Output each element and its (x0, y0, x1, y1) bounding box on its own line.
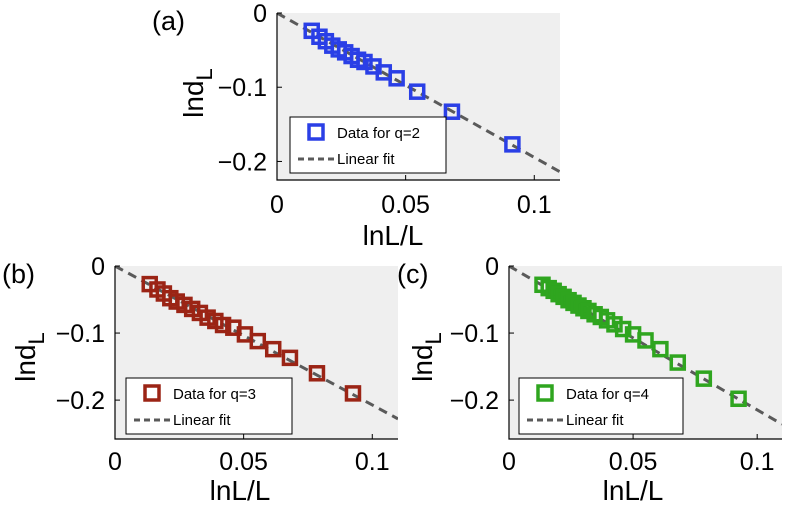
data-point (695, 370, 713, 387)
data-point (730, 390, 747, 408)
chart-panel-2: 0 0.05 0.1 0 −0.1 −0.2 (b) lnL/L lndL Data for q=… (2, 253, 398, 506)
data-point (308, 365, 326, 382)
chart-panel-3: 0 0.05 0.1 0 −0.1 −0.2 (c) lnL/L lndL Data for q=… (397, 253, 782, 506)
data-point (652, 340, 669, 358)
panel-label: (b) (2, 259, 35, 289)
y-axis-title-main: lnd (407, 344, 438, 381)
plot-content (277, 13, 560, 174)
x-tick-label: 0 (108, 448, 122, 476)
data-point (249, 332, 267, 350)
data-point (408, 83, 426, 100)
chart-panel-1: 0 0.05 0.1 0 −0.1 −0.2 (a) lnL/L lndL Data for q=… (152, 0, 560, 251)
data-point (504, 136, 521, 153)
legend-label: Linear fit (566, 412, 624, 429)
x-tick-label: 0.05 (219, 448, 268, 476)
y-tick-label: −0.2 (56, 387, 105, 415)
plot-content (115, 266, 398, 421)
data-point (388, 70, 405, 87)
legend: Data for q=4 Linear fit (518, 377, 684, 435)
data-point (264, 340, 282, 358)
legend: Data for q=3 Linear fit (125, 377, 293, 435)
legend-label: Data for q=3 (173, 386, 256, 403)
data-point (606, 316, 623, 333)
data-point (669, 354, 687, 371)
y-tick-label: −0.2 (450, 387, 499, 415)
y-axis-title-subscript: L (192, 68, 217, 80)
x-tick-label: 0.1 (517, 191, 552, 219)
plot-content (509, 266, 782, 426)
legend-marker (143, 384, 161, 402)
y-tick-label: 0 (253, 0, 267, 28)
y-axis-title-subscript: L (421, 332, 446, 344)
x-axis-title: lnL/L (603, 475, 664, 506)
legend-label: Linear fit (173, 412, 231, 429)
data-point (214, 316, 232, 334)
legend-marker (307, 123, 325, 141)
x-tick-label: 0.1 (740, 448, 775, 476)
y-axis-title: lndL (178, 68, 217, 118)
panel-label: (c) (397, 259, 428, 289)
x-tick-label: 0 (270, 191, 284, 219)
data-point (637, 332, 654, 349)
y-axis-title-main: lnd (10, 344, 41, 381)
y-tick-label: 0 (485, 253, 499, 281)
legend-label: Linear fit (337, 151, 395, 168)
x-tick-label: 0.05 (609, 448, 658, 476)
x-tick-label: 0.05 (381, 191, 430, 219)
x-tick-label: 0.1 (355, 448, 390, 476)
panel-label: (a) (152, 6, 185, 36)
y-tick-label: −0.1 (218, 74, 267, 102)
x-tick-label: 0 (502, 448, 516, 476)
legend-marker (536, 384, 554, 402)
y-tick-label: −0.1 (450, 320, 499, 348)
legend-label: Data for q=4 (566, 386, 649, 403)
x-axis-title: lnL/L (363, 220, 424, 251)
y-tick-label: 0 (91, 253, 105, 281)
linear-fit-line (277, 13, 560, 174)
y-axis-title: lndL (407, 332, 446, 382)
x-axis-title: lnL/L (210, 475, 271, 506)
data-point (356, 53, 373, 71)
data-point (281, 349, 299, 367)
legend-label: Data for q=2 (337, 125, 420, 142)
y-tick-label: −0.2 (218, 148, 267, 176)
y-axis-title: lndL (10, 332, 49, 382)
y-axis-title-main: lnd (178, 80, 209, 117)
y-tick-label: −0.1 (56, 320, 105, 348)
data-point (344, 385, 362, 402)
y-axis-title-subscript: L (24, 332, 49, 344)
legend: Data for q=2 Linear fit (289, 116, 447, 174)
data-point (443, 103, 461, 120)
